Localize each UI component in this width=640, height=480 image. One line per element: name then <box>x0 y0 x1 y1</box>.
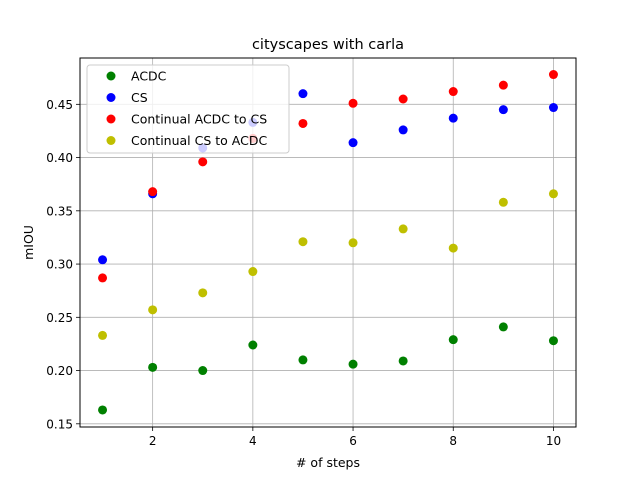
legend-marker <box>106 93 116 102</box>
data-point-series-0 <box>448 335 458 345</box>
data-point-series-1 <box>348 138 358 148</box>
legend-frame <box>86 64 290 154</box>
data-point-series-3 <box>548 189 558 199</box>
legend-label: Continual ACDC to CS <box>131 112 267 127</box>
x-tick-label: 6 <box>349 434 357 448</box>
legend-label: CS <box>131 90 148 105</box>
data-point-series-3 <box>498 197 508 207</box>
y-tick-label: 0.30 <box>46 258 73 272</box>
y-tick-label: 0.15 <box>46 417 73 431</box>
chart-title: cityscapes with carla <box>252 37 404 53</box>
data-point-series-0 <box>398 356 408 366</box>
y-tick-label: 0.25 <box>46 311 73 325</box>
data-point-series-1 <box>498 105 508 115</box>
ticks-layer: 2 4 6 8 10 0.15 0.20 0.25 0.30 0.35 0.40 0.45 <box>46 98 561 448</box>
data-point-series-2 <box>398 94 408 104</box>
data-point-series-3 <box>448 243 458 253</box>
data-point-series-0 <box>498 322 508 332</box>
legend-marker <box>106 136 116 145</box>
x-tick-label: 2 <box>149 434 157 448</box>
data-point-series-3 <box>398 224 408 234</box>
data-point-series-2 <box>548 70 558 80</box>
plot-frame <box>79 57 577 428</box>
y-tick-label: 0.45 <box>46 98 73 112</box>
data-point-series-0 <box>148 362 158 372</box>
data-point-series-1 <box>448 113 458 123</box>
legend-marker <box>106 114 116 124</box>
legend-label: ACDC <box>131 69 167 84</box>
y-tick-label: 0.35 <box>46 204 73 218</box>
data-point-series-3 <box>298 237 308 247</box>
data-point-series-0 <box>98 405 108 415</box>
data-point-series-1 <box>398 125 408 135</box>
data-point-series-2 <box>348 98 358 108</box>
x-axis-label: # of steps <box>296 455 360 470</box>
data-point-series-2 <box>98 273 108 283</box>
x-tick-label: 4 <box>249 434 257 448</box>
y-tick-label: 0.20 <box>46 364 73 378</box>
data-point-series-2 <box>148 187 158 197</box>
data-point-series-2 <box>198 157 208 167</box>
data-point-series-3 <box>148 305 158 315</box>
data-point-series-1 <box>548 103 558 113</box>
legend-label: Continual CS to ACDC <box>131 133 267 148</box>
data-point-series-2 <box>448 87 458 97</box>
data-point-series-3 <box>98 330 108 340</box>
data-point-series-0 <box>548 336 558 346</box>
y-axis-label: mIOU <box>21 225 36 260</box>
x-tick-label: 8 <box>449 434 457 448</box>
y-tick-label: 0.40 <box>46 151 73 165</box>
data-point-series-1 <box>298 89 308 99</box>
data-point-series-0 <box>198 366 208 376</box>
legend-marker <box>106 71 116 81</box>
data-point-series-0 <box>298 355 308 365</box>
data-point-series-2 <box>498 80 508 90</box>
data-point-series-1 <box>98 255 108 265</box>
data-point-series-3 <box>248 267 258 277</box>
data-point-series-0 <box>348 359 358 369</box>
data-point-series-3 <box>198 288 208 298</box>
data-point-series-2 <box>298 118 308 128</box>
data-point-series-0 <box>248 340 258 350</box>
data-point-series-3 <box>348 238 358 248</box>
legend: ACDC CS Continual ACDC to CS Continual CS t… <box>86 64 290 154</box>
x-tick-label: 10 <box>546 434 561 448</box>
